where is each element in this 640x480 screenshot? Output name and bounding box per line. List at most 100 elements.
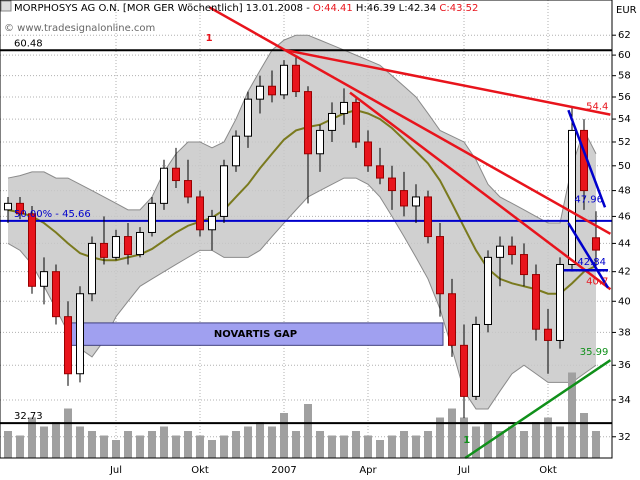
y-tick-label: 52: [618, 137, 631, 148]
volume-bar: [448, 408, 456, 458]
volume-bar: [28, 417, 36, 458]
volume-bar: [460, 417, 468, 458]
header: MORPHOSYS AG O.N. [MOR GER Wöchentlich] …: [14, 3, 478, 14]
trendline-label: 35.99: [580, 347, 609, 358]
y-tick-label: 32: [618, 432, 631, 443]
candle-body: [160, 167, 168, 204]
candle-body: [592, 237, 600, 251]
volume-bar: [376, 440, 384, 458]
candle-body: [172, 167, 180, 182]
y-tick-label: 40: [618, 296, 631, 307]
header-icon: [0, 0, 12, 12]
y-tick-label: 58: [618, 71, 631, 82]
volume-bar: [100, 435, 108, 458]
candle-body: [376, 165, 384, 179]
candle-body: [436, 236, 444, 295]
currency: EUR: [616, 5, 637, 16]
x-tick-label: Okt: [539, 465, 557, 476]
volume-bar: [520, 431, 528, 458]
y-tick-label: 38: [618, 327, 631, 338]
trendline-number: 1: [206, 33, 213, 44]
candle-body: [220, 165, 228, 217]
candle-body: [496, 245, 504, 258]
y-tick-label: 48: [618, 186, 631, 197]
x-tick-label: Jul: [457, 465, 470, 476]
candle-body: [268, 85, 276, 96]
trendline-label: 54.4: [586, 102, 608, 113]
volume-bar: [136, 435, 144, 458]
volume-bar: [112, 440, 120, 458]
trendline: [284, 48, 611, 116]
candle-body: [328, 112, 336, 131]
candle-body: [340, 101, 348, 114]
moving-average: [7, 109, 597, 295]
y-tick-label: 56: [618, 92, 631, 103]
volume-bar: [16, 435, 24, 458]
volume-bar: [316, 431, 324, 458]
volume-bar: [388, 435, 396, 458]
volume-bar: [4, 431, 12, 458]
volume-bar: [424, 431, 432, 458]
header-symbol: MORPHOSYS AG O.N. [MOR GER Wöchentlich] …: [14, 3, 310, 14]
trendline: [208, 6, 612, 235]
level-label: 60.48: [14, 38, 43, 49]
candle-body: [532, 274, 540, 330]
volume-bar: [556, 426, 564, 458]
volume-bar: [256, 422, 264, 458]
header-high: H:46.39: [356, 3, 396, 14]
candle-body: [64, 316, 72, 375]
candle-body: [424, 196, 432, 238]
candle-body: [448, 293, 456, 346]
candle-body: [412, 196, 420, 207]
y-tick-label: 54: [618, 114, 631, 125]
volume-bar: [40, 426, 48, 458]
candle-body: [520, 254, 528, 276]
candle-body: [124, 236, 132, 256]
trendline: [349, 91, 612, 291]
plot-area: NOVARTIS GAP: [0, 0, 612, 460]
candle-body: [28, 213, 36, 287]
volume-bar: [232, 431, 240, 458]
volume-bar: [52, 422, 60, 458]
volume-bar: [76, 426, 84, 458]
candle-body: [196, 196, 204, 231]
x-tick-label: Apr: [359, 465, 377, 476]
volume-bar: [160, 426, 168, 458]
x-tick-label: Jul: [109, 465, 122, 476]
volume-bar: [472, 426, 480, 458]
band-upper: [7, 34, 597, 224]
candle-body: [508, 245, 516, 256]
candle-body: [460, 344, 468, 397]
candle-body: [388, 177, 396, 192]
volume-bar: [508, 426, 516, 458]
candle-body: [544, 328, 552, 341]
y-tick-label: 42: [618, 267, 631, 278]
candle-body: [292, 64, 300, 93]
candle-body: [400, 190, 408, 207]
trendline: [464, 359, 612, 460]
candle-body: [184, 180, 192, 198]
volume-bar: [484, 422, 492, 458]
trendline: [567, 222, 610, 289]
volume-bar: [544, 417, 552, 458]
y-tick-label: 62: [618, 30, 631, 41]
volume-bar: [208, 440, 216, 458]
trendline-number: 1: [463, 435, 470, 446]
volume-bar: [328, 435, 336, 458]
candle-body: [112, 236, 120, 258]
volume-bar: [532, 422, 540, 458]
candle-body: [556, 263, 564, 341]
volume-bar: [592, 431, 600, 458]
candle-body: [280, 64, 288, 96]
volume-bar: [580, 413, 588, 458]
watermark: © www.tradesignalonline.com: [4, 23, 155, 34]
candle-body: [100, 242, 108, 258]
level-label: 32.73: [14, 411, 43, 422]
y-tick-label: 36: [618, 360, 631, 371]
candle-body: [304, 91, 312, 155]
candle-body: [484, 256, 492, 325]
y-tick-label: 44: [618, 238, 631, 249]
y-tick-label: 50: [618, 161, 631, 172]
candle-body: [40, 271, 48, 287]
